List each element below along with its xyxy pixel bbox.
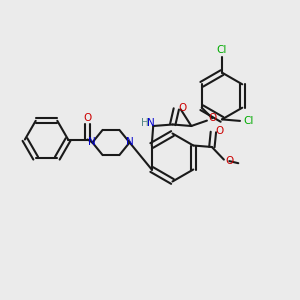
Text: Cl: Cl — [243, 116, 254, 126]
Text: O: O — [83, 113, 92, 123]
Text: N: N — [88, 137, 96, 147]
Text: O: O — [209, 113, 217, 123]
Text: O: O — [215, 125, 223, 136]
Text: N: N — [126, 137, 134, 147]
Text: Cl: Cl — [217, 45, 227, 56]
Text: O: O — [178, 103, 186, 113]
Text: H: H — [141, 118, 149, 128]
Text: N: N — [147, 118, 155, 128]
Text: O: O — [226, 156, 234, 166]
